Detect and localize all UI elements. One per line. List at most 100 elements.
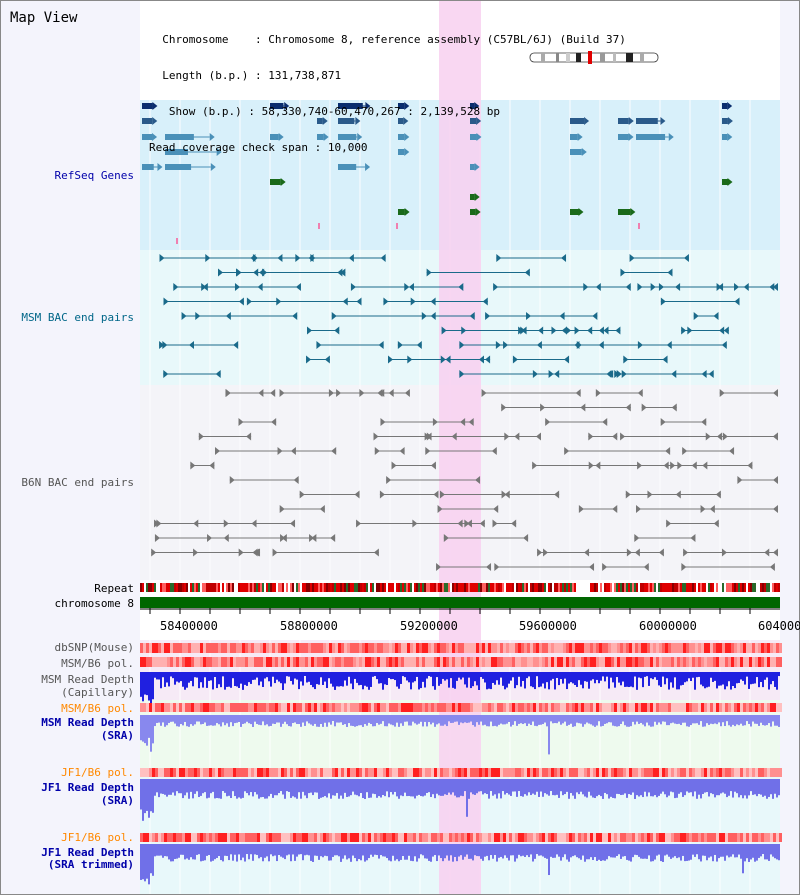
dbsnp-cell xyxy=(224,643,227,653)
jf1-depth-sra-bar xyxy=(594,779,596,799)
msm-pol-cell xyxy=(677,657,680,667)
msm-pol-cell xyxy=(182,657,185,667)
msm-pol-cell xyxy=(551,703,554,712)
repeat-bar xyxy=(462,583,464,592)
jf1-pol-cell xyxy=(524,768,527,777)
b6n-bac-pair-end xyxy=(279,505,285,513)
msm-pol-cell xyxy=(437,657,440,667)
msm-pol-cell xyxy=(518,703,521,712)
msm-bac-pair-end xyxy=(559,312,565,320)
msm-depth-sra-bar xyxy=(372,715,374,727)
jf1-depth-trim-bar xyxy=(766,844,768,860)
jf1-depth-sra-bar xyxy=(304,779,306,796)
jf1-pol-cell xyxy=(200,768,203,777)
repeat-bar xyxy=(406,583,408,592)
msm-pol-cell xyxy=(203,657,206,667)
track-label-msm-depth-sra-1[interactable]: MSM Read Depth xyxy=(41,716,134,729)
track-label-msm-bac[interactable]: MSM BAC end pairs xyxy=(21,311,134,324)
msm-depth-cap-bar xyxy=(406,672,408,681)
jf1-pol-cell xyxy=(746,833,749,842)
msm-pol-cell xyxy=(383,657,386,667)
msm-depth-cap-bar xyxy=(228,672,230,687)
msm-depth-sra-bar xyxy=(502,715,504,725)
msm-depth-cap-bar xyxy=(610,672,612,678)
msm-depth-sra-bar xyxy=(288,715,290,727)
msm-depth-cap-bar xyxy=(580,672,582,685)
msm-pol-cell xyxy=(407,657,410,667)
track-label-jf1-depth-sra-2: (SRA) xyxy=(100,794,134,807)
msm-pol-cell xyxy=(617,657,620,667)
jf1-depth-trim-bar xyxy=(526,844,528,856)
gene-arrow xyxy=(578,208,584,216)
track-label-msm-pol-1[interactable]: MSM/B6 pol. xyxy=(61,657,134,670)
msm-depth-cap-bar xyxy=(346,672,348,686)
msm-depth-sra-bar xyxy=(646,715,648,723)
track-label-jf1-depth-trim-1[interactable]: JF1 Read Depth xyxy=(41,846,134,859)
jf1-depth-sra-bar xyxy=(600,779,602,797)
jf1-pol-cell xyxy=(287,833,290,842)
track-label-jf1-pol-1[interactable]: JF1/B6 pol. xyxy=(61,766,134,779)
jf1-depth-sra-bar xyxy=(204,779,206,793)
msm-pol-cell xyxy=(233,703,236,712)
repeat-bar xyxy=(192,583,194,592)
track-label-refseq[interactable]: RefSeq Genes xyxy=(54,169,134,182)
msm-depth-sra-bar xyxy=(212,715,214,726)
msm-depth-sra-bar xyxy=(778,715,780,727)
track-label-msm-depth-cap-1[interactable]: MSM Read Depth xyxy=(41,673,134,686)
msm-pol-cell xyxy=(245,703,248,712)
msm-depth-cap-bar xyxy=(154,672,156,678)
jf1-pol-cell xyxy=(224,833,227,842)
msm-depth-sra-bar xyxy=(158,715,160,723)
b6n-bac-pair-end xyxy=(681,563,687,571)
jf1-depth-trim-bar xyxy=(272,844,274,857)
msm-pol-cell xyxy=(326,703,329,712)
msm-depth-sra-bar xyxy=(748,715,750,724)
b6n-bac-pair-end xyxy=(554,490,560,499)
msm-depth-sra-bar xyxy=(268,715,270,727)
msm-bac-pair-end xyxy=(234,283,240,291)
msm-depth-cap-bar xyxy=(672,672,674,688)
msm-depth-sra-bar xyxy=(354,715,356,727)
dbsnp-cell xyxy=(656,643,659,653)
track-label-jf1-pol-2[interactable]: JF1/B6 pol. xyxy=(61,831,134,844)
track-label-b6n-bac[interactable]: B6N BAC end pairs xyxy=(21,476,134,489)
msm-depth-cap-bar xyxy=(714,672,716,681)
msm-pol-cell xyxy=(266,703,269,712)
msm-depth-cap-bar xyxy=(688,672,690,679)
msm-depth-sra-bar xyxy=(312,715,314,726)
jf1-pol-cell xyxy=(527,768,530,777)
msm-pol-cell xyxy=(341,657,344,667)
gene-arrow xyxy=(577,133,583,141)
track-label-jf1-depth-sra-1[interactable]: JF1 Read Depth xyxy=(41,781,134,794)
jf1-depth-sra-bar xyxy=(608,779,610,799)
jf1-depth-trim-bar xyxy=(662,844,664,862)
msm-pol-cell xyxy=(323,703,326,712)
jf1-pol-cell xyxy=(728,768,731,777)
msm-depth-cap-bar xyxy=(272,672,274,677)
jf1-pol-cell xyxy=(485,833,488,842)
jf1-depth-trim-bar xyxy=(696,844,698,855)
jf1-pol-cell xyxy=(407,833,410,842)
msm-pol-cell xyxy=(326,657,329,667)
jf1-depth-trim-bar xyxy=(414,844,416,857)
track-label-dbsnp[interactable]: dbSNP(Mouse) xyxy=(54,641,134,654)
dbsnp-cell xyxy=(740,643,743,653)
repeat-bar xyxy=(674,583,676,592)
msm-pol-cell xyxy=(536,703,539,712)
jf1-depth-trim-bar xyxy=(470,844,472,859)
jf1-pol-cell xyxy=(263,768,266,777)
msm-depth-cap-bar xyxy=(700,672,702,685)
msm-depth-sra-bar xyxy=(638,715,640,724)
msm-depth-cap-bar xyxy=(396,672,398,687)
msm-pol-cell xyxy=(383,703,386,712)
jf1-depth-sra-bar xyxy=(554,779,556,796)
jf1-depth-trim-bar xyxy=(550,844,552,857)
msm-depth-sra-bar xyxy=(198,715,200,722)
gene-exon xyxy=(618,118,629,124)
msm-depth-cap-bar xyxy=(432,672,434,687)
track-label-msm-pol-2[interactable]: MSM/B6 pol. xyxy=(61,702,134,715)
msm-depth-cap-bar xyxy=(740,672,742,680)
jf1-pol-cell xyxy=(602,768,605,777)
b6n-bac-pair-end xyxy=(330,534,336,542)
